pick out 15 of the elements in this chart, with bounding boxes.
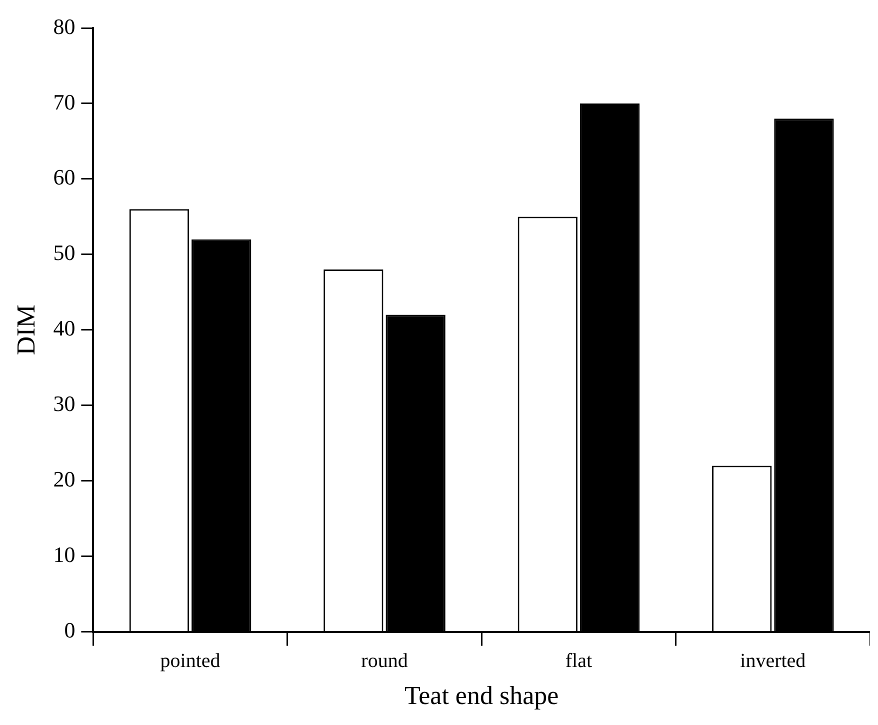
y-tick-label: 10 xyxy=(53,542,76,568)
y-tick-label: 60 xyxy=(53,164,76,190)
x-axis-title: Teat end shape xyxy=(404,681,559,710)
y-tick-label: 30 xyxy=(53,391,76,416)
y-tick-label: 50 xyxy=(53,240,76,266)
x-tick-label: inverted xyxy=(740,650,806,672)
x-tick-label: round xyxy=(361,650,408,672)
y-tick-label: 0 xyxy=(64,618,76,643)
y-axis-title: DIM xyxy=(11,304,40,356)
y-tick-label: 80 xyxy=(53,14,76,39)
y-tick-label: 20 xyxy=(53,466,76,492)
y-tick-label: 40 xyxy=(53,316,76,341)
x-tick-label: pointed xyxy=(160,650,220,672)
y-tick-label: 70 xyxy=(53,89,76,114)
x-tick-label: flat xyxy=(565,650,592,672)
